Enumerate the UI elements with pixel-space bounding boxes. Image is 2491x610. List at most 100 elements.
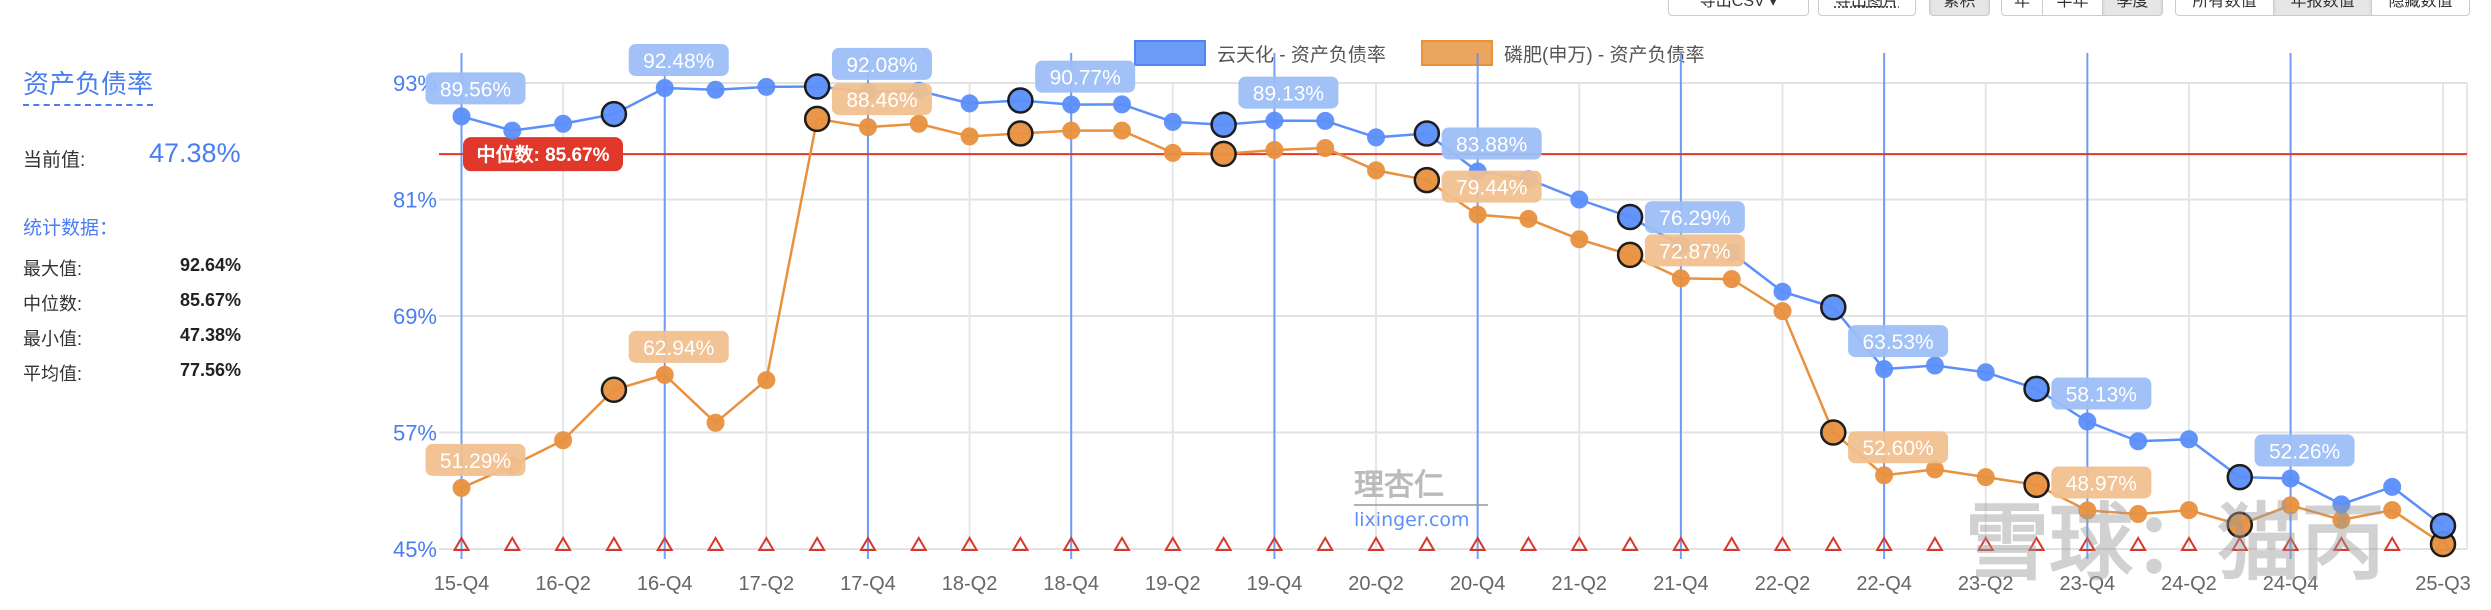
- data-point: [2179, 501, 2198, 520]
- x-tick-label: 17-Q2: [739, 573, 795, 595]
- export-image-button[interactable]: 导出图片: [1818, 0, 1916, 16]
- x-tick-label: 22-Q4: [1856, 573, 1912, 595]
- value-label: 89.13%: [1253, 83, 1324, 106]
- highlight-data-point: [600, 376, 628, 404]
- data-point: [1265, 111, 1284, 130]
- value-label: 89.56%: [440, 78, 511, 101]
- lixinger-watermark-url: lixinger.com: [1354, 509, 1470, 531]
- legend-item-yuntianhua[interactable]: 云天化 - 资产负债率: [1134, 40, 1386, 66]
- value-label-box: [425, 443, 526, 476]
- event-marker-triangle: [2434, 536, 2452, 551]
- event-marker-triangle: [960, 536, 979, 551]
- data-point: [1163, 143, 1182, 162]
- event-marker-triangle: [2332, 536, 2351, 551]
- event-marker-triangle: [1824, 536, 1843, 551]
- event-marker-triangle: [1214, 536, 1233, 551]
- highlight-data-point: [1413, 120, 1441, 147]
- data-point: [909, 81, 928, 100]
- event-marker-triangle: [1418, 536, 1436, 551]
- event-marker-triangle: [2078, 536, 2097, 551]
- highlight-data-point: [1413, 166, 1441, 194]
- highlight-data-point: [600, 100, 628, 128]
- legend-label: 云天化 - 资产负债率: [1217, 44, 1386, 66]
- stat-label: 最大值:: [23, 259, 83, 279]
- value-label-box: [1238, 76, 1339, 109]
- highlight-data-point: [803, 73, 831, 100]
- event-marker-triangle: [757, 536, 776, 551]
- data-point: [1570, 190, 1589, 209]
- x-tick-label: 25-Q3: [2415, 573, 2471, 595]
- event-marker-triangle: [2231, 536, 2249, 551]
- value-label: 83.88%: [1456, 134, 1527, 157]
- values-hide-button[interactable]: 隐藏数值: [2371, 0, 2470, 16]
- value-label: 72.87%: [1659, 240, 1730, 263]
- value-label-box: [425, 72, 526, 105]
- value-label-box: [2051, 377, 2152, 410]
- x-tick-label: 21-Q2: [1551, 573, 1607, 595]
- event-marker-triangle: [1570, 536, 1589, 551]
- x-tick-label: 19-Q2: [1145, 573, 1201, 595]
- event-marker-triangle: [1062, 536, 1080, 551]
- x-tick-label: 20-Q2: [1348, 573, 1404, 595]
- highlight-data-point: [1616, 241, 1644, 269]
- event-marker-triangle: [1976, 536, 1995, 551]
- x-tick-label: 24-Q4: [2263, 573, 2319, 595]
- value-label: 62.94%: [643, 337, 714, 360]
- stat-label: 中位数:: [23, 294, 83, 314]
- event-marker-triangle: [452, 536, 471, 551]
- legend-item-phosphate[interactable]: 磷肥(申万) - 资产负债率: [1421, 40, 1705, 66]
- period-year-button[interactable]: 年: [2001, 0, 2043, 16]
- data-point: [1519, 209, 1538, 228]
- highlight-data-point: [2226, 463, 2254, 491]
- highlight-data-point: [1820, 419, 1847, 446]
- data-point: [1519, 170, 1538, 189]
- data-point: [2383, 477, 2402, 496]
- median-label-box: [463, 137, 623, 172]
- highlight-data-point: [803, 105, 831, 133]
- highlight-data-point: [2429, 530, 2457, 558]
- event-marker-triangle: [1113, 536, 1131, 551]
- data-point: [1722, 270, 1741, 289]
- period-half-year-button[interactable]: 半年: [2042, 0, 2103, 16]
- highlight-data-point: [1820, 294, 1847, 321]
- data-point: [2129, 432, 2148, 451]
- data-point: [1925, 460, 1944, 479]
- x-tick-label: 16-Q2: [535, 573, 591, 595]
- cumulative-toggle[interactable]: 累积: [1929, 0, 1990, 16]
- data-point: [1773, 302, 1792, 321]
- highlight-data-point: [2023, 375, 2050, 403]
- values-all-button[interactable]: 所有数值: [2175, 0, 2274, 16]
- event-marker-triangle: [503, 536, 522, 551]
- value-label: 90.77%: [1050, 67, 1121, 90]
- event-marker-triangle: [1265, 536, 1284, 551]
- value-label-box: [1848, 431, 1949, 464]
- data-point: [1468, 162, 1487, 181]
- value-label: 63.53%: [1862, 331, 1933, 354]
- series-line: [461, 85, 2444, 527]
- event-marker-triangle: [2281, 536, 2300, 551]
- stat-value: 47.38%: [179, 325, 241, 345]
- period-quarter-button[interactable]: 季度: [2102, 0, 2163, 16]
- metric-title-link[interactable]: 资产负债率: [23, 64, 154, 106]
- value-label: 52.26%: [2269, 441, 2340, 464]
- event-marker-triangle: [1672, 536, 1690, 551]
- value-label-box: [1644, 234, 1745, 267]
- data-point: [1671, 269, 1690, 288]
- data-point: [757, 77, 776, 96]
- x-tick-label: 20-Q4: [1450, 573, 1506, 595]
- event-marker-triangle: [1367, 536, 1385, 551]
- x-tick-label: 22-Q2: [1755, 573, 1811, 595]
- data-point: [452, 107, 471, 126]
- x-tick-label: 24-Q2: [2161, 573, 2217, 595]
- values-annual-button[interactable]: 年报数值: [2273, 0, 2372, 16]
- event-marker-triangle: [1011, 536, 1030, 551]
- highlight-data-point: [1210, 111, 1237, 138]
- highlight-data-point: [2429, 512, 2457, 540]
- stat-value: 85.67%: [179, 290, 241, 310]
- data-point: [2281, 496, 2300, 515]
- stat-row-max: 最大值: 92.64%: [23, 255, 241, 279]
- value-label-box: [1644, 201, 1745, 234]
- data-point: [1468, 205, 1487, 224]
- lixinger-watermark-cn: 理杏仁: [1354, 468, 1444, 503]
- export-csv-button[interactable]: 导出CSV ▾: [1668, 0, 1809, 16]
